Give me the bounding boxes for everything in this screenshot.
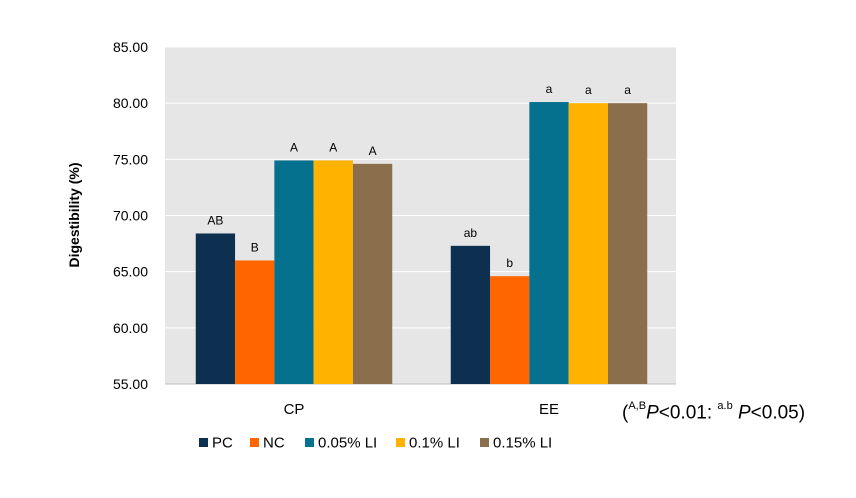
data-label: AB	[207, 213, 223, 227]
y-tick-label: 65.00	[113, 264, 148, 280]
note-text-2: <0.05)	[750, 402, 806, 424]
note-text-1: <0.01:	[658, 402, 718, 424]
legend-label: NC	[263, 435, 285, 452]
significance-note: (A,BP<0.01: a.b P<0.05)	[622, 400, 806, 424]
legend-label: 0.15% LI	[493, 435, 552, 452]
bar	[235, 260, 275, 384]
legend-swatch	[250, 438, 259, 447]
legend-label: PC	[212, 435, 233, 452]
bar	[352, 163, 393, 384]
bar	[490, 276, 530, 384]
note-open: (	[622, 402, 629, 424]
y-axis-label: Digestibility (%)	[66, 162, 82, 267]
bar	[568, 103, 608, 385]
data-label: A	[329, 140, 337, 154]
x-category-labels: CP EE	[284, 401, 559, 418]
legend-label: 0.1% LI	[409, 435, 460, 452]
bar	[195, 233, 236, 384]
data-label: B	[251, 240, 259, 254]
legend: PC NC 0.05% LI 0.1% LI 0.15% LI	[199, 435, 552, 452]
bar	[274, 160, 314, 384]
note-sup-lowercase: a.b	[717, 400, 733, 412]
y-tick-labels: 55.00 60.00 65.00 70.00 75.00 80.00 85.00	[113, 39, 148, 392]
data-label: a	[546, 82, 553, 96]
data-label: a	[624, 83, 631, 97]
data-label: b	[506, 256, 513, 270]
note-sup-uppercase: A,B	[628, 400, 647, 412]
data-label: ab	[464, 226, 478, 240]
note-p-1: P	[646, 402, 659, 424]
data-labels: AB B A A Aab b a a a	[207, 82, 631, 270]
y-tick-label: 55.00	[113, 376, 148, 392]
legend-swatch	[396, 438, 405, 447]
data-label: a	[585, 83, 592, 97]
note-p-2: P	[737, 402, 751, 424]
y-tick-label: 60.00	[113, 320, 148, 336]
y-tick-label: 80.00	[113, 95, 148, 111]
bar	[607, 103, 648, 385]
y-tick-label: 70.00	[113, 208, 148, 224]
legend-swatch	[480, 438, 489, 447]
legend-swatch	[199, 438, 208, 447]
bar	[313, 160, 353, 384]
legend-label: 0.05% LI	[318, 435, 377, 452]
data-label: A	[290, 140, 298, 154]
bars	[195, 102, 648, 385]
y-tick-label: 75.00	[113, 151, 148, 167]
y-tick-label: 85.00	[113, 39, 148, 55]
bar	[450, 245, 491, 384]
legend-swatch	[305, 438, 314, 447]
x-category-label: CP	[284, 401, 305, 418]
data-label: A	[369, 144, 377, 158]
x-category-label: EE	[539, 401, 559, 418]
bar	[529, 102, 569, 384]
